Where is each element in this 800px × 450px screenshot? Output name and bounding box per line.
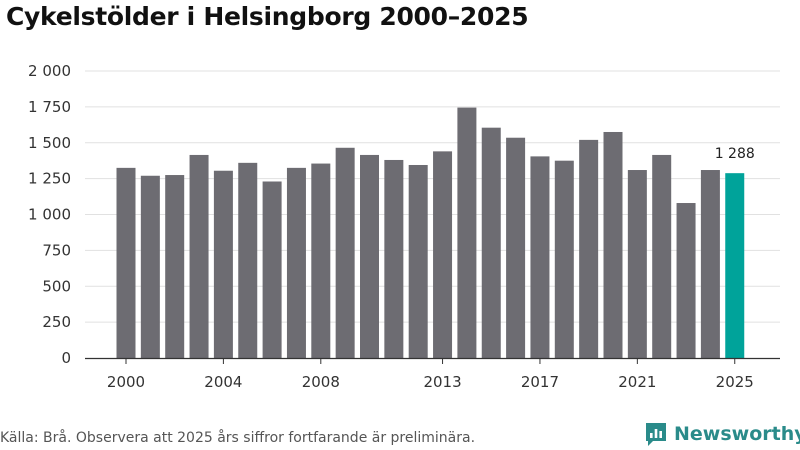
y-tick-label: 1 000 [28,206,71,224]
bar-highlight [725,173,745,358]
brand-logo: Newsworthy [644,420,800,448]
bar [603,131,623,358]
x-tick-label: 2004 [204,373,242,391]
bar [433,151,453,358]
bar [481,127,501,359]
x-tick-label: 2021 [618,373,656,391]
bar [262,181,282,358]
bar-chart: 0 250 500 750 1 000 1 250 1 500 1 750 2 000 2000… [28,62,780,391]
bar [165,175,185,358]
bar [676,203,696,358]
bar [554,160,574,358]
bar [360,154,379,358]
y-axis-tick-labels: 0 250 500 750 1 000 1 250 1 500 1 750 2 000 [28,62,71,367]
bar [530,156,550,358]
bar [116,167,136,358]
bar [652,154,672,358]
bar [506,137,526,358]
bar [700,170,720,358]
bar [189,154,209,358]
x-axis-tick-labels: 2000 2004 2008 2013 2017 2021 2025 [107,358,754,391]
bar [579,139,599,358]
bar [140,175,160,358]
y-tick-label: 500 [42,277,71,295]
y-tick-label: 1 250 [28,170,71,188]
data-label: 1 288 [715,146,755,162]
bar [335,147,355,358]
gridlines [85,70,780,323]
bar [213,170,233,358]
brand-name: Newsworthy [674,423,800,445]
x-tick-label: 2013 [423,373,461,391]
bar [457,107,477,358]
data-labels: 1 288 [715,146,755,162]
y-tick-label: 1 750 [28,98,71,116]
x-tick-label: 2025 [716,373,754,391]
y-tick-label: 750 [42,241,71,259]
bar [627,170,647,358]
bar [311,163,331,358]
y-tick-label: 250 [42,313,71,331]
newsworthy-logo-icon [646,423,666,446]
x-tick-label: 2000 [107,373,145,391]
x-tick-label: 2008 [302,373,340,391]
bar [238,162,258,358]
bars [116,107,745,359]
x-tick-label: 2017 [521,373,559,391]
bar [384,159,404,358]
y-tick-label: 2 000 [28,62,71,80]
y-tick-label: 1 500 [28,134,71,152]
bar [408,164,428,358]
chart-title: Cykelstölder i Helsingborg 2000–2025 [6,2,529,31]
source-note: Källa: Brå. Observera att 2025 års siffr… [0,430,476,446]
y-tick-label: 0 [61,349,71,367]
bar [286,167,306,358]
